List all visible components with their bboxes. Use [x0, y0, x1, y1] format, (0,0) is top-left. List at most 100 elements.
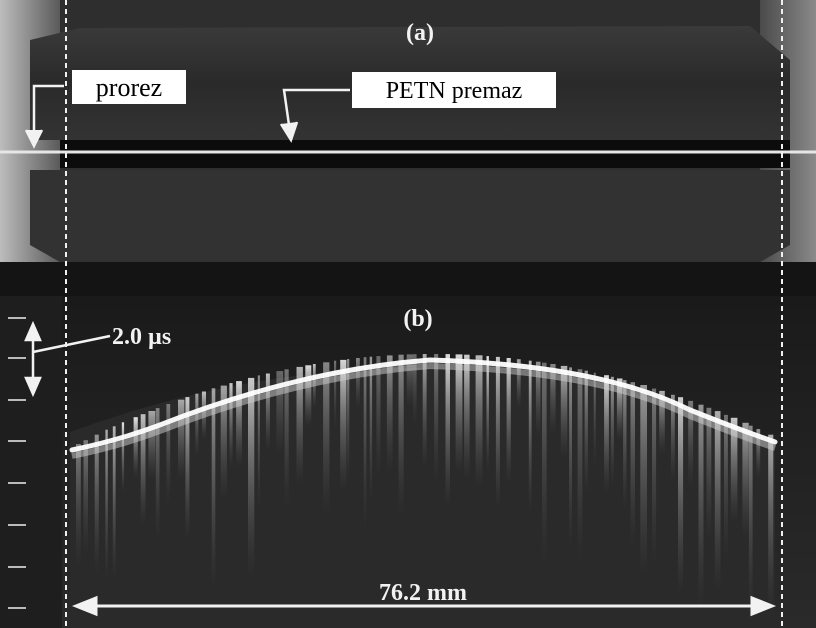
light-streak [323, 362, 330, 515]
light-streak [659, 390, 665, 454]
width-scale-label: 76.2 mm [379, 580, 467, 606]
light-streak [506, 358, 511, 484]
light-streak [495, 356, 500, 508]
detonation-front-soft [71, 362, 776, 459]
slot-arrow-icon [24, 84, 64, 149]
light-streak [616, 378, 623, 441]
light-streak [276, 371, 284, 457]
light-streak [486, 356, 489, 471]
light-streak [363, 357, 367, 532]
light-streak [422, 354, 427, 469]
light-streak [356, 358, 360, 409]
light-streak [406, 354, 414, 408]
panel-divider-band [0, 262, 816, 296]
light-streak [195, 393, 199, 457]
light-streak [630, 382, 635, 547]
light-streak [148, 411, 156, 480]
light-streak [76, 444, 81, 568]
light-streak [398, 354, 404, 517]
light-streak [369, 356, 373, 503]
light-streaks [76, 354, 774, 617]
panel-a-photo [0, 0, 816, 296]
light-streak [748, 425, 753, 617]
light-streak [347, 359, 350, 483]
light-streak [678, 397, 684, 594]
light-streak [248, 377, 255, 576]
light-streak [83, 440, 88, 556]
slot-label: prorez [96, 73, 162, 102]
light-streak [742, 422, 749, 540]
coating-arrow-icon [279, 88, 350, 143]
light-streak [671, 394, 675, 482]
light-streak [593, 372, 596, 469]
light-streak [140, 414, 146, 526]
light-streak [724, 414, 728, 559]
light-streak [516, 359, 521, 408]
light-streak [376, 356, 381, 478]
light-streak [211, 388, 216, 591]
light-streak [229, 383, 233, 468]
light-streak [105, 429, 108, 582]
light-streak [652, 388, 657, 565]
light-streak [569, 367, 572, 549]
panel-a-tag: (a) [406, 20, 434, 46]
light-streak [768, 434, 774, 614]
groove-channel [60, 140, 790, 168]
light-streak [706, 407, 712, 543]
detonation-front-glow [70, 367, 775, 620]
light-streak [560, 365, 568, 458]
light-streak [528, 360, 532, 513]
light-streak [265, 373, 270, 451]
light-streak [236, 381, 242, 468]
width-scale-arrow-icon [71, 595, 777, 617]
light-streak [257, 375, 260, 510]
light-streak [714, 411, 721, 592]
coating-label-box [352, 72, 556, 108]
light-streak [464, 354, 470, 480]
light-streak [94, 434, 99, 575]
time-ticks [8, 317, 26, 609]
light-streak [550, 364, 556, 436]
light-streak [185, 397, 190, 540]
light-streak [434, 354, 439, 484]
light-streak [730, 417, 738, 522]
light-streak [334, 360, 337, 430]
light-streak [133, 417, 138, 478]
light-streak [121, 422, 125, 493]
light-streak [413, 354, 417, 426]
light-streak [284, 369, 289, 509]
coating-label: PETN premaz [386, 78, 523, 104]
light-streak [584, 370, 588, 494]
time-scale-arrow-icon [24, 320, 111, 398]
panel-b-record [0, 296, 816, 628]
left-margin-strip [0, 296, 62, 628]
light-streak [220, 385, 227, 501]
light-streak [535, 361, 541, 436]
light-streak [542, 362, 547, 566]
light-streak [577, 369, 583, 562]
lower-charge-block [30, 170, 790, 262]
light-streak [623, 380, 627, 512]
light-streak [455, 354, 463, 473]
light-streak [112, 426, 116, 581]
slot-label-box [72, 70, 186, 104]
detonation-front-curve [69, 357, 778, 453]
light-streak [340, 359, 347, 492]
light-streak [604, 375, 609, 493]
time-scale-label: 2.0 µs [112, 324, 171, 350]
light-streak [640, 385, 647, 576]
light-streak [178, 399, 185, 481]
light-streak [756, 429, 761, 478]
light-streak [305, 365, 312, 427]
light-streak [296, 366, 303, 485]
light-streak [445, 354, 450, 507]
light-streak [698, 404, 704, 609]
light-streak [166, 404, 171, 504]
light-streak [155, 408, 160, 542]
light-streak [688, 400, 694, 488]
light-streak [610, 376, 614, 486]
light-streak [475, 355, 483, 488]
panel-b-tag: (b) [403, 306, 432, 332]
light-streak [386, 355, 393, 473]
